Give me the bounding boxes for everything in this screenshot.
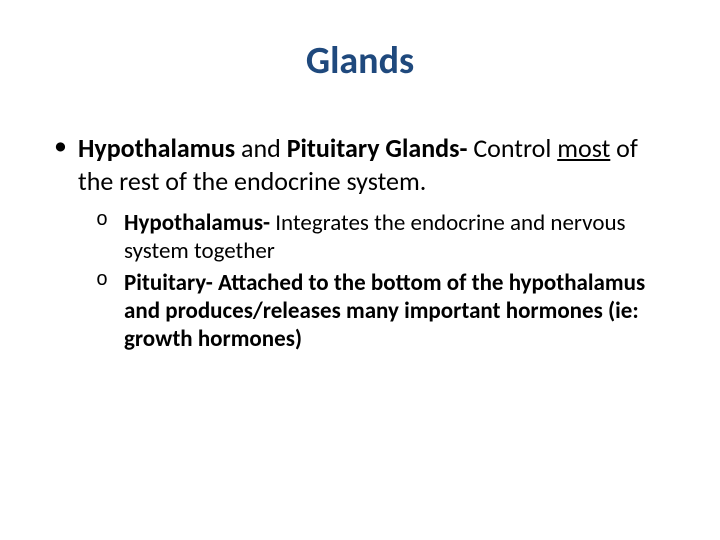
slide: Glands Hypothalamus and Pituitary Glands… <box>0 0 720 540</box>
bullet-list-level1: Hypothalamus and Pituitary Glands- Contr… <box>48 132 672 353</box>
text-bold: Pituitary Glands- <box>287 132 468 164</box>
bullet-item-main: Hypothalamus and Pituitary Glands- Contr… <box>48 132 672 353</box>
text-underline: most <box>557 132 610 164</box>
sub-bullet-text: Pituitary- Attached to the bottom of the… <box>124 269 672 353</box>
bullet-list-level2: Hypothalamus- Integrates the endocrine a… <box>78 209 672 353</box>
text: and <box>235 132 287 164</box>
text: Control <box>467 132 557 164</box>
bullet-text: Hypothalamus and Pituitary Glands- Contr… <box>78 132 672 197</box>
sub-bullet-text: Hypothalamus- Integrates the endocrine a… <box>124 209 672 265</box>
slide-title: Glands <box>48 38 672 84</box>
sub-bullet-item: Hypothalamus- Integrates the endocrine a… <box>78 209 672 265</box>
text-bold: Hypothalamus- <box>124 209 270 237</box>
text-bold: Pituitary- Attached to the bottom of the… <box>124 269 645 353</box>
text-bold: Hypothalamus <box>78 132 235 164</box>
sub-bullet-item: Pituitary- Attached to the bottom of the… <box>78 269 672 353</box>
